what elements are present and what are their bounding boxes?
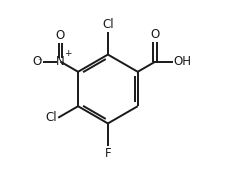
Text: Cl: Cl [46,111,57,124]
Text: O: O [32,55,41,68]
Text: N: N [56,55,65,68]
Text: O: O [151,28,160,41]
Text: +: + [64,49,72,58]
Text: OH: OH [174,55,192,68]
Text: ⁻: ⁻ [37,57,42,66]
Text: O: O [56,29,65,42]
Text: F: F [105,147,111,160]
Text: Cl: Cl [102,18,114,31]
